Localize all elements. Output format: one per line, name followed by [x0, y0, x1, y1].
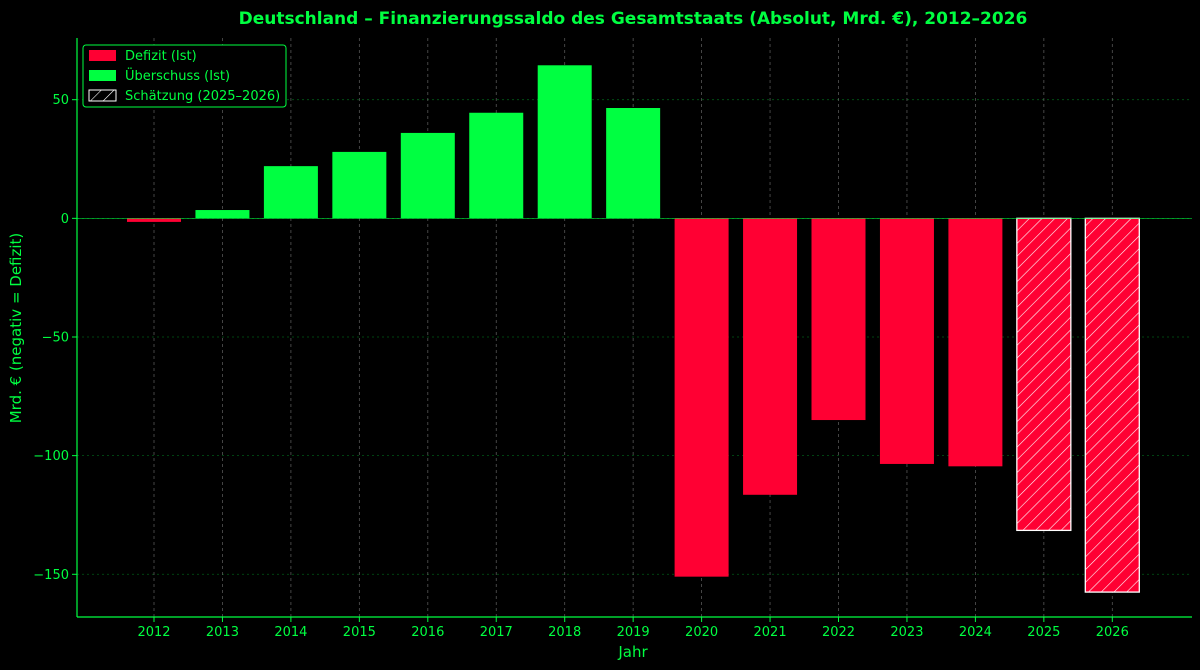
bar-2019: [606, 108, 661, 219]
x-tick-label: 2025: [1027, 625, 1060, 640]
bar-2018: [537, 65, 592, 219]
x-tick-label: 2022: [822, 625, 855, 640]
legend: Defizit (Ist) Überschuss (Ist) Schätzung (…: [82, 44, 287, 108]
legend-frame: [82, 44, 287, 108]
x-axis-label: Jahr: [617, 643, 648, 661]
chart-title: Deutschland – Finanzierungssaldo des Ges…: [239, 9, 1028, 29]
x-tick-label: 2017: [480, 625, 513, 640]
x-tick-label: 2012: [137, 625, 170, 640]
bar-2023: [879, 218, 934, 464]
bars-layer: [127, 65, 1140, 593]
legend-label: Überschuss (Ist): [125, 67, 230, 84]
bar-2024: [948, 218, 1003, 467]
bar-hatch-2026: [1085, 218, 1140, 593]
y-tick-label: −100: [33, 449, 69, 464]
bar-2016: [400, 132, 455, 219]
x-tick-label: 2024: [959, 625, 992, 640]
legend-label: Schätzung (2025–2026): [125, 89, 280, 104]
x-tick-label: 2014: [274, 625, 307, 640]
bar-2017: [469, 112, 524, 219]
x-tick-label: 2020: [685, 625, 718, 640]
legend-swatch-hatch: [89, 90, 116, 101]
x-tick-label: 2015: [343, 625, 376, 640]
bar-2022: [811, 218, 866, 421]
y-tick-label: 50: [52, 93, 69, 108]
x-tick-label: 2026: [1096, 625, 1129, 640]
legend-swatch-deficit: [89, 50, 116, 61]
x-tick-label: 2023: [890, 625, 923, 640]
y-axis-label: Mrd. € (negativ = Defizit): [7, 233, 25, 424]
legend-label: Defizit (Ist): [125, 49, 197, 64]
x-tick-label: 2018: [548, 625, 581, 640]
x-tick-label: 2019: [617, 625, 650, 640]
bar-2014: [263, 166, 318, 219]
bar-2020: [674, 218, 729, 577]
bar-hatch-2025: [1016, 218, 1071, 531]
y-tick-label: 0: [61, 212, 69, 227]
bar-2015: [332, 151, 387, 219]
y-tick-label: −50: [42, 330, 69, 345]
bar-2012: [127, 218, 181, 222]
bar-2021: [743, 218, 798, 495]
legend-swatch-surplus: [89, 70, 116, 81]
axes-layer: −150 −100 −50 0 50 2012 2013 2014 2015 2016 2017 20…: [33, 38, 1192, 640]
y-tick-label: −150: [33, 568, 69, 583]
x-tick-label: 2013: [206, 625, 239, 640]
bar-2013: [195, 210, 250, 219]
x-tick-label: 2016: [411, 625, 444, 640]
x-tick-label: 2021: [754, 625, 787, 640]
